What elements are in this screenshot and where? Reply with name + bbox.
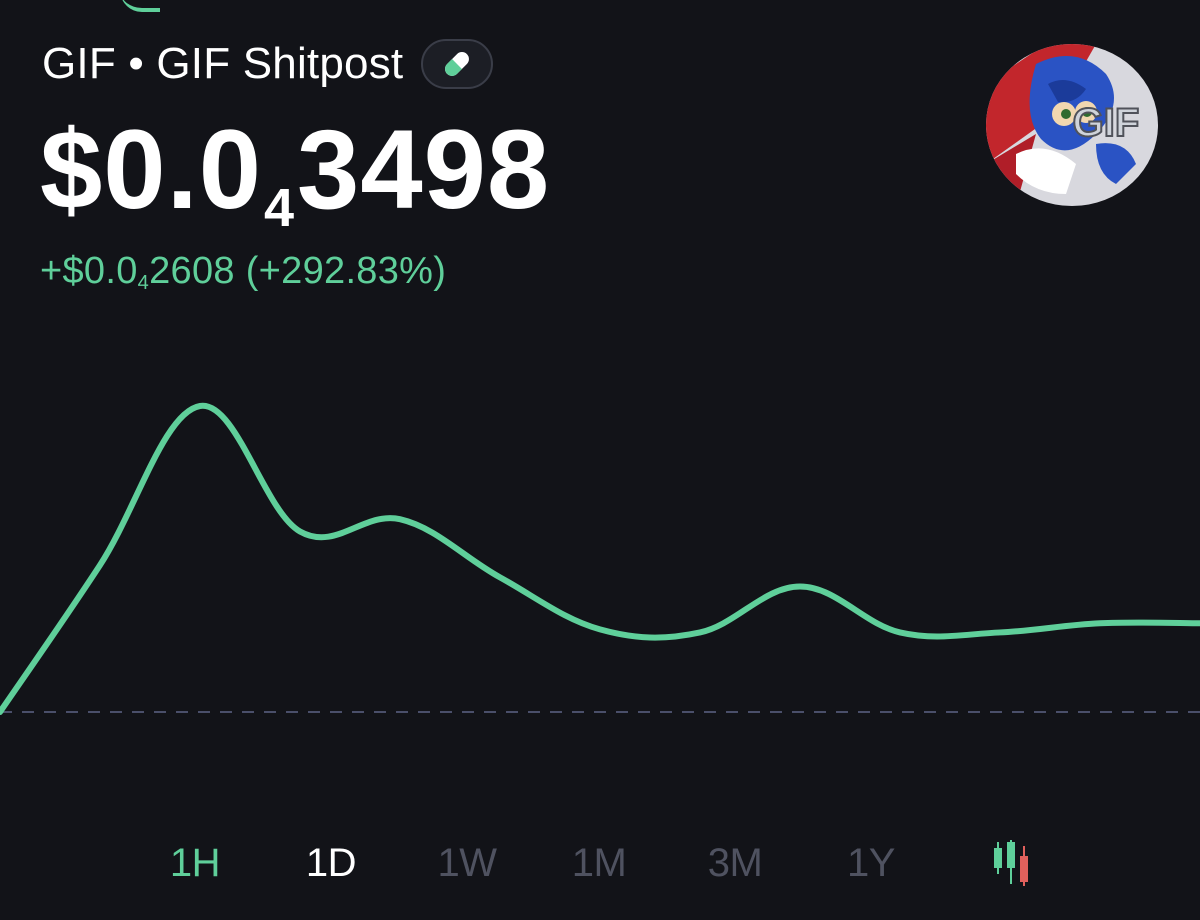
token-price: $0.043498 (40, 107, 551, 236)
timeframe-selector: 1H 1D 1W 1M 3M 1Y (150, 838, 1050, 888)
change-prefix: +$0.0 (40, 250, 138, 292)
pill-badge[interactable] (421, 39, 494, 89)
change-percent: (+292.83%) (234, 250, 447, 292)
timeframe-1h-button[interactable]: 1H (169, 841, 221, 885)
token-header: GIF • GIF Shitpost (42, 38, 494, 90)
price-digits: 3498 (297, 107, 551, 232)
candlestick-chart-icon[interactable] (986, 838, 1036, 888)
change-digits: 2608 (149, 250, 235, 292)
avatar-image: GIF (986, 44, 1158, 206)
price-prefix: $0.0 (40, 107, 262, 232)
timeframe-1d-button[interactable]: 1D (305, 841, 357, 885)
price-chart[interactable] (0, 360, 1200, 760)
avatar-logo-text: GIF (1073, 101, 1140, 145)
token-name: GIF • GIF Shitpost (42, 39, 404, 88)
price-zero-count: 4 (263, 178, 296, 238)
timeframe-1y-button[interactable]: 1Y (847, 841, 895, 885)
timeframe-3m-button[interactable]: 3M (707, 841, 763, 885)
change-zero-count: 4 (137, 272, 150, 294)
header-arc-decoration (120, 0, 160, 12)
price-change: +$0.042608 (+292.83%) (40, 250, 446, 293)
pill-icon (445, 52, 470, 76)
timeframe-1m-button[interactable]: 1M (571, 841, 627, 885)
token-avatar[interactable]: GIF (986, 44, 1158, 206)
price-line (0, 402, 1200, 715)
timeframe-1w-button[interactable]: 1W (437, 841, 498, 885)
